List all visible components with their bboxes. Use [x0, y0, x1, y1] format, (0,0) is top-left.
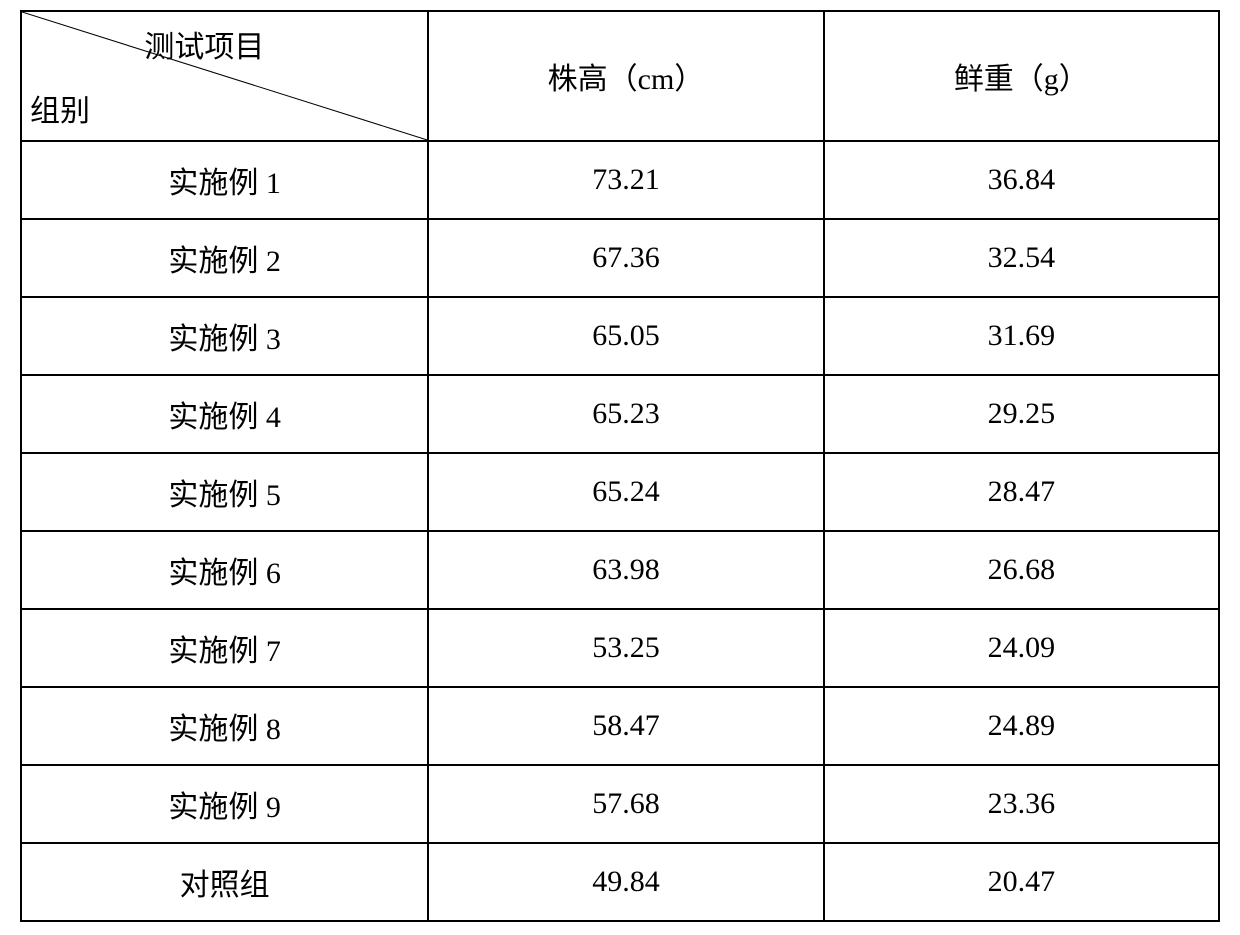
cell-height: 53.25	[428, 609, 823, 687]
cell-weight: 20.47	[824, 843, 1219, 921]
table-row: 对照组 49.84 20.47	[21, 843, 1219, 921]
row-label: 对照组	[21, 843, 428, 921]
header-top-label: 测试项目	[144, 22, 264, 66]
row-label: 实施例 3	[21, 297, 428, 375]
cell-height: 67.36	[428, 219, 823, 297]
cell-height: 49.84	[428, 843, 823, 921]
table-row: 实施例 7 53.25 24.09	[21, 609, 1219, 687]
cell-weight: 26.68	[824, 531, 1219, 609]
column-header-weight: 鲜重（g）	[824, 11, 1219, 141]
data-table: 测试项目 组别 株高（cm） 鲜重（g） 实施例 1 73.21 36.84 实…	[20, 10, 1220, 922]
column-header-height: 株高（cm）	[428, 11, 823, 141]
row-label: 实施例 9	[21, 765, 428, 843]
cell-weight: 28.47	[824, 453, 1219, 531]
table-body: 实施例 1 73.21 36.84 实施例 2 67.36 32.54 实施例 …	[21, 141, 1219, 921]
cell-weight: 29.25	[824, 375, 1219, 453]
cell-weight: 23.36	[824, 765, 1219, 843]
table-row: 实施例 2 67.36 32.54	[21, 219, 1219, 297]
table-row: 实施例 4 65.23 29.25	[21, 375, 1219, 453]
cell-height: 65.24	[428, 453, 823, 531]
table-row: 实施例 8 58.47 24.89	[21, 687, 1219, 765]
row-label: 实施例 8	[21, 687, 428, 765]
table-row: 实施例 3 65.05 31.69	[21, 297, 1219, 375]
cell-height: 58.47	[428, 687, 823, 765]
cell-weight: 24.89	[824, 687, 1219, 765]
table-row: 实施例 1 73.21 36.84	[21, 141, 1219, 219]
row-label: 实施例 5	[21, 453, 428, 531]
table-row: 实施例 5 65.24 28.47	[21, 453, 1219, 531]
row-label: 实施例 4	[21, 375, 428, 453]
cell-height: 65.23	[428, 375, 823, 453]
diagonal-header-cell: 测试项目 组别	[21, 11, 428, 141]
header-bottom-label: 组别	[30, 86, 90, 130]
cell-height: 57.68	[428, 765, 823, 843]
cell-height: 63.98	[428, 531, 823, 609]
cell-weight: 32.54	[824, 219, 1219, 297]
row-label: 实施例 6	[21, 531, 428, 609]
row-label: 实施例 1	[21, 141, 428, 219]
row-label: 实施例 7	[21, 609, 428, 687]
row-label: 实施例 2	[21, 219, 428, 297]
cell-weight: 24.09	[824, 609, 1219, 687]
cell-height: 65.05	[428, 297, 823, 375]
table-row: 实施例 6 63.98 26.68	[21, 531, 1219, 609]
cell-weight: 36.84	[824, 141, 1219, 219]
cell-height: 73.21	[428, 141, 823, 219]
cell-weight: 31.69	[824, 297, 1219, 375]
table-row: 实施例 9 57.68 23.36	[21, 765, 1219, 843]
header-row: 测试项目 组别 株高（cm） 鲜重（g）	[21, 11, 1219, 141]
